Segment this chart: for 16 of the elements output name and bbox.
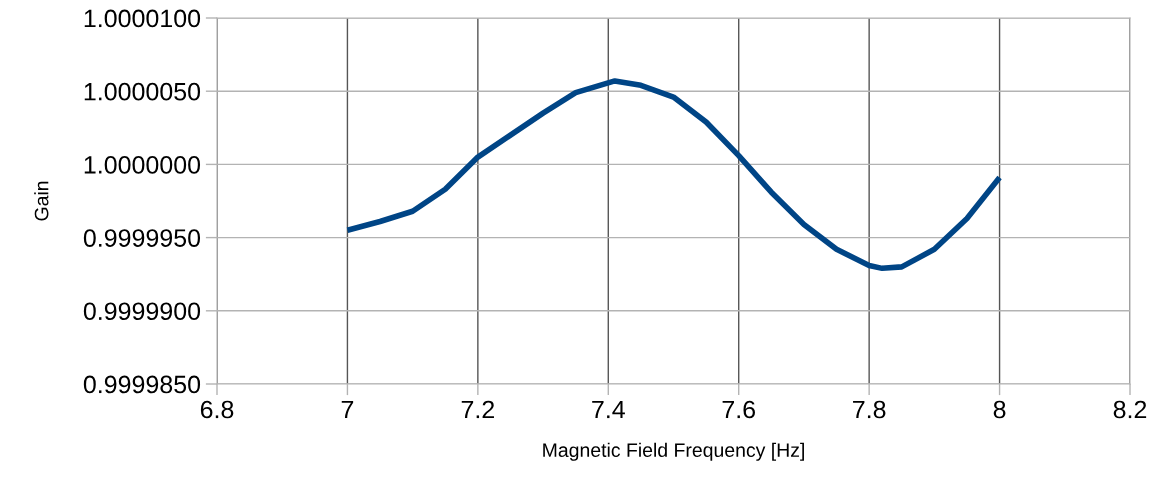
y-tick-label: 0.9999950 [83, 229, 201, 247]
x-tick-label: 8 [993, 400, 1006, 419]
x-tick-label: 8.2 [1113, 400, 1147, 419]
y-tick-label: 0.9999900 [83, 302, 201, 321]
x-tick-label: 7.2 [461, 400, 494, 419]
x-tick-label: 7.8 [853, 400, 886, 419]
y-axis-title: Gain [34, 181, 49, 221]
x-tick-label: 7 [341, 400, 354, 419]
x-tick-label: 7.6 [722, 400, 755, 419]
y-tick-label: 1.0000000 [84, 156, 201, 174]
y-tick-label: 1.0000100 [84, 9, 201, 28]
x-tick-label: 7.4 [592, 400, 625, 419]
x-axis-title: Magnetic Field Frequency [Hz] [543, 442, 804, 461]
y-tick-label: 0.9999850 [83, 375, 201, 394]
x-tick-label: 6.8 [200, 400, 234, 419]
y-tick-label: 1.0000050 [84, 82, 201, 101]
